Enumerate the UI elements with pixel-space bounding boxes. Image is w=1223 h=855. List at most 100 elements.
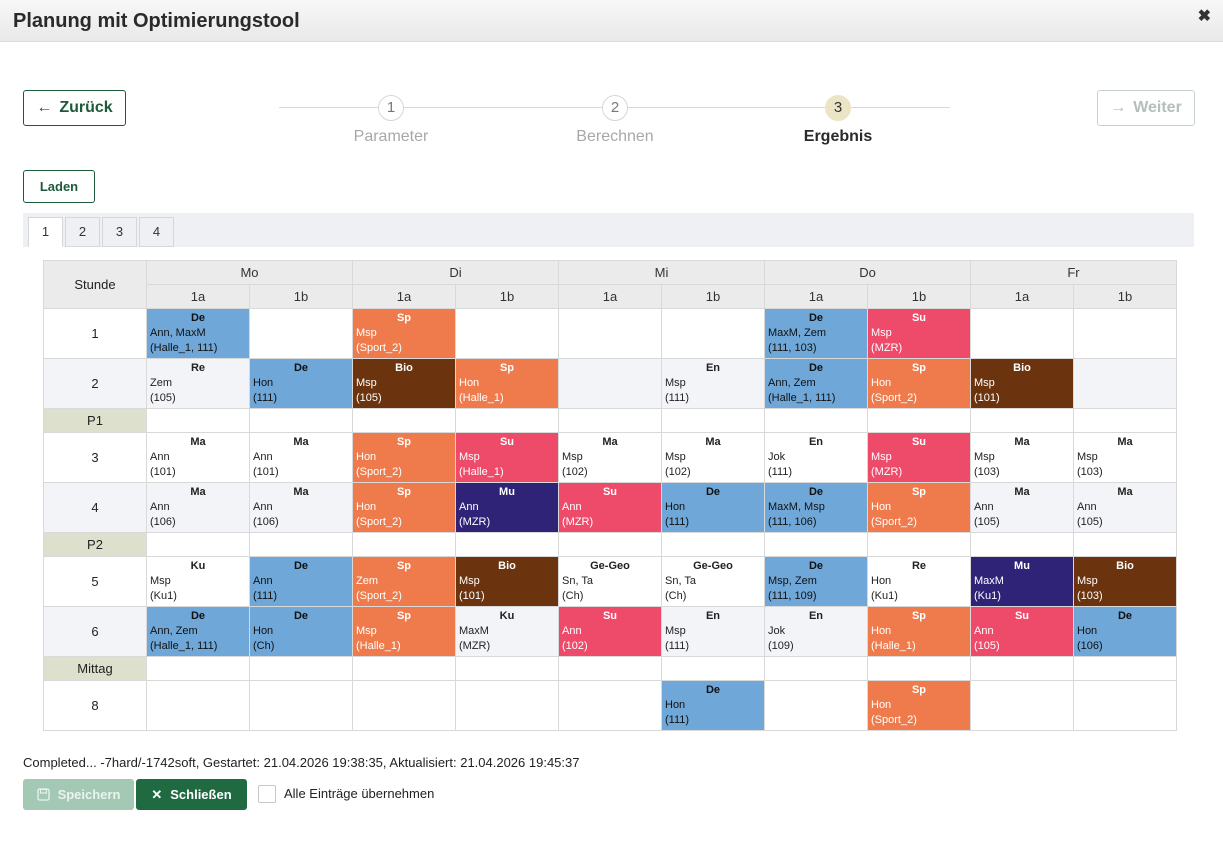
step-berechnen[interactable]: 2 Berechnen <box>535 95 695 146</box>
lesson-cell[interactable]: Ku MaxM (MZR) <box>455 606 559 657</box>
lesson-entry[interactable]: Ge-Geo Sn, Ta (Ch) <box>560 558 661 606</box>
lesson-entry[interactable]: Sp Msp (Sport_2) <box>354 310 455 358</box>
lesson-cell[interactable]: Ma Ann (106) <box>249 482 353 533</box>
lesson-cell[interactable]: En Jok (111) <box>764 432 868 483</box>
lesson-cell[interactable]: Ge-Geo Sn, Ta (Ch) <box>558 556 662 607</box>
lesson-entry[interactable]: Su Ann (102) <box>560 608 661 656</box>
lesson-cell[interactable]: Sp Hon (Halle_1) <box>455 358 559 409</box>
lesson-cell[interactable]: De Ann (111) <box>249 556 353 607</box>
empty-cell[interactable] <box>1073 358 1177 409</box>
lesson-entry[interactable]: De MaxM, Zem (111, 103) <box>766 310 867 358</box>
empty-cell[interactable] <box>352 680 456 731</box>
lesson-entry[interactable]: Sp Hon (Halle_1) <box>457 360 558 408</box>
lesson-cell[interactable]: Su Msp (MZR) <box>867 432 971 483</box>
lesson-cell[interactable]: De Hon (111) <box>249 358 353 409</box>
lesson-entry[interactable]: Ku MaxM (MZR) <box>457 608 558 656</box>
lesson-entry[interactable]: De Ann, Zem (Halle_1, 111) <box>766 360 867 408</box>
lesson-cell[interactable]: Bio Msp (101) <box>455 556 559 607</box>
lesson-entry[interactable]: Sp Hon (Sport_2) <box>869 484 970 532</box>
lesson-entry[interactable]: De Hon (111) <box>663 484 764 532</box>
tab-2[interactable]: 2 <box>65 217 100 247</box>
lesson-cell[interactable]: Bio Msp (101) <box>970 358 1074 409</box>
lesson-entry[interactable]: De Hon (106) <box>1075 608 1176 656</box>
lesson-cell[interactable]: Sp Hon (Sport_2) <box>867 358 971 409</box>
lesson-cell[interactable]: De Ann, MaxM (Halle_1, 111) <box>146 308 250 359</box>
lesson-entry[interactable]: Ge-Geo Sn, Ta (Ch) <box>663 558 764 606</box>
lesson-entry[interactable]: Mu MaxM (Ku1) <box>972 558 1073 606</box>
empty-cell[interactable] <box>970 680 1074 731</box>
lesson-cell[interactable]: Sp Hon (Sport_2) <box>867 680 971 731</box>
lesson-entry[interactable]: De Hon (111) <box>663 682 764 730</box>
load-button[interactable]: Laden <box>23 170 95 203</box>
lesson-entry[interactable]: Sp Hon (Halle_1) <box>869 608 970 656</box>
empty-cell[interactable] <box>1073 308 1177 359</box>
lesson-entry[interactable]: Bio Msp (101) <box>972 360 1073 408</box>
lesson-entry[interactable]: Bio Msp (105) <box>354 360 455 408</box>
lesson-entry[interactable]: Mu Ann (MZR) <box>457 484 558 532</box>
lesson-cell[interactable]: Sp Hon (Sport_2) <box>352 482 456 533</box>
lesson-cell[interactable]: En Jok (109) <box>764 606 868 657</box>
lesson-entry[interactable]: Ma Ann (106) <box>251 484 352 532</box>
lesson-cell[interactable]: De MaxM, Zem (111, 103) <box>764 308 868 359</box>
lesson-cell[interactable]: Re Hon (Ku1) <box>867 556 971 607</box>
lesson-entry[interactable]: Ma Ann (105) <box>972 484 1073 532</box>
tab-1[interactable]: 1 <box>28 217 63 247</box>
lesson-entry[interactable]: Bio Msp (101) <box>457 558 558 606</box>
lesson-entry[interactable]: Ma Msp (102) <box>663 434 764 482</box>
empty-cell[interactable] <box>1073 680 1177 731</box>
empty-cell[interactable] <box>455 680 559 731</box>
lesson-entry[interactable]: Ma Msp (103) <box>1075 434 1176 482</box>
back-button[interactable]: ← Zurück <box>23 90 126 126</box>
lesson-cell[interactable]: Sp Hon (Sport_2) <box>867 482 971 533</box>
lesson-entry[interactable]: Su Ann (MZR) <box>560 484 661 532</box>
lesson-entry[interactable]: Su Msp (Halle_1) <box>457 434 558 482</box>
lesson-cell[interactable]: Ge-Geo Sn, Ta (Ch) <box>661 556 765 607</box>
lesson-entry[interactable]: Ma Msp (103) <box>972 434 1073 482</box>
lesson-entry[interactable]: Su Msp (MZR) <box>869 434 970 482</box>
lesson-entry[interactable]: Su Msp (MZR) <box>869 310 970 358</box>
close-icon[interactable]: ✖ <box>1197 8 1211 25</box>
empty-cell[interactable] <box>558 680 662 731</box>
lesson-cell[interactable]: De MaxM, Msp (111, 106) <box>764 482 868 533</box>
lesson-entry[interactable]: Ku Msp (Ku1) <box>148 558 249 606</box>
lesson-cell[interactable]: Ma Ann (101) <box>146 432 250 483</box>
lesson-cell[interactable]: De Hon (111) <box>661 680 765 731</box>
lesson-cell[interactable]: Ma Msp (103) <box>1073 432 1177 483</box>
lesson-cell[interactable]: De Hon (111) <box>661 482 765 533</box>
lesson-entry[interactable]: En Msp (111) <box>663 360 764 408</box>
lesson-cell[interactable]: De Ann, Zem (Halle_1, 111) <box>764 358 868 409</box>
empty-cell[interactable] <box>455 308 559 359</box>
lesson-cell[interactable]: De Hon (Ch) <box>249 606 353 657</box>
lesson-cell[interactable]: Ma Msp (102) <box>661 432 765 483</box>
apply-all-checkbox[interactable] <box>258 785 276 803</box>
lesson-entry[interactable]: Re Hon (Ku1) <box>869 558 970 606</box>
lesson-entry[interactable]: En Msp (111) <box>663 608 764 656</box>
tab-4[interactable]: 4 <box>139 217 174 247</box>
lesson-cell[interactable]: Ma Msp (103) <box>970 432 1074 483</box>
lesson-cell[interactable]: En Msp (111) <box>661 606 765 657</box>
lesson-entry[interactable]: Sp Hon (Sport_2) <box>354 434 455 482</box>
empty-cell[interactable] <box>970 308 1074 359</box>
lesson-cell[interactable]: Ma Ann (105) <box>970 482 1074 533</box>
lesson-entry[interactable]: Re Zem (105) <box>148 360 249 408</box>
lesson-cell[interactable]: Mu MaxM (Ku1) <box>970 556 1074 607</box>
lesson-entry[interactable]: De Ann (111) <box>251 558 352 606</box>
lesson-entry[interactable]: Ma Ann (101) <box>148 434 249 482</box>
empty-cell[interactable] <box>764 680 868 731</box>
lesson-entry[interactable]: De MaxM, Msp (111, 106) <box>766 484 867 532</box>
save-button[interactable]: Speichern <box>23 779 134 810</box>
close-button[interactable]: ✕ Schließen <box>136 779 247 810</box>
next-button[interactable]: → Weiter <box>1097 90 1195 126</box>
lesson-entry[interactable]: De Ann, Zem (Halle_1, 111) <box>148 608 249 656</box>
empty-cell[interactable] <box>249 308 353 359</box>
lesson-entry[interactable]: Ma Ann (105) <box>1075 484 1176 532</box>
lesson-cell[interactable]: Sp Hon (Sport_2) <box>352 432 456 483</box>
lesson-entry[interactable]: De Hon (111) <box>251 360 352 408</box>
lesson-entry[interactable]: Su Ann (105) <box>972 608 1073 656</box>
lesson-cell[interactable]: Ma Ann (105) <box>1073 482 1177 533</box>
empty-cell[interactable] <box>146 680 250 731</box>
lesson-entry[interactable]: Ma Ann (101) <box>251 434 352 482</box>
lesson-cell[interactable]: Bio Msp (103) <box>1073 556 1177 607</box>
lesson-entry[interactable]: Bio Msp (103) <box>1075 558 1176 606</box>
empty-cell[interactable] <box>558 358 662 409</box>
